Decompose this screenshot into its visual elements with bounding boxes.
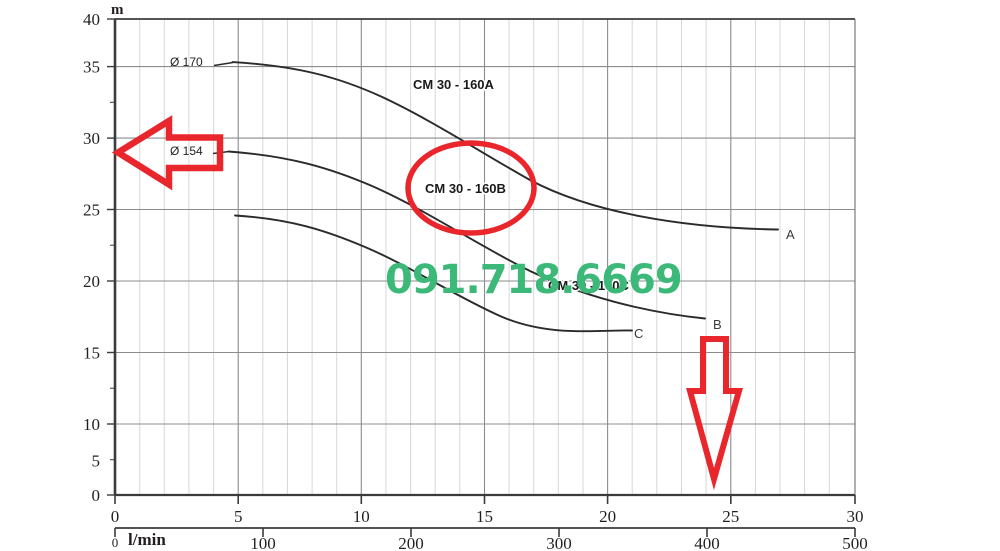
impeller-label-170: Ø 170 [170,55,203,69]
x-secondary-tick-400: 400 [694,534,720,551]
x-primary-tick-20: 20 [599,507,616,526]
curve-cm30-160b [227,150,706,320]
x-secondary-tick-300: 300 [546,534,572,551]
impeller-label-154: Ø 154 [170,144,203,158]
x-axis-secondary [114,527,856,537]
y-tick-label-25: 25 [83,201,100,220]
y-tick-label-0: 0 [92,486,101,505]
phone-number-overlay: 091.718.6669 [385,257,682,303]
x-secondary-tick-0: 0 [112,535,119,550]
arrow-left-annotation [111,115,224,191]
x-primary-tick-5: 5 [234,507,243,526]
curve-cm30-160a [231,61,779,231]
x-primary-tick-25: 25 [722,507,739,526]
x-secondary-tick-100: 100 [250,534,276,551]
curve-name-labels: CM 30 - 160A CM 30 - 160B CM 30 - 160C [411,75,631,294]
y-tick-label-20: 20 [83,272,100,291]
end-label-c: C [634,326,643,341]
y-tick-label-15: 15 [83,344,100,363]
curve-label-a: CM 30 - 160A [413,77,495,92]
x-secondary-unit-label: l/min [128,530,166,549]
x-primary-tick-30: 30 [847,507,864,526]
curve-label-b: CM 30 - 160B [425,181,506,196]
y-tick-label-40: 40 [83,10,100,29]
end-label-a: A [786,227,795,242]
x-primary-tick-10: 10 [353,507,370,526]
grid-minor-vertical [139,19,830,495]
y-axis-unit-label: m [111,2,124,18]
performance-curves [227,61,779,333]
x-primary-tick-0: 0 [111,507,120,526]
y-tick-label-35: 35 [83,58,100,77]
y-tick-label-30: 30 [83,129,100,148]
curve-cm30-160c [234,214,633,333]
curve-label-c: CM 30 - 160C [548,278,630,293]
x-secondary-tick-200: 200 [398,534,424,551]
y-tick-label-10: 10 [83,415,100,434]
end-label-b: B [713,317,722,332]
x-secondary-tick-500: 500 [842,534,868,551]
y-axis-minor-ticks [110,101,115,461]
highlight-ellipse-cm30-160b [405,140,537,236]
y-tick-label-5: 5 [92,452,101,471]
y-axis-ticks [107,18,115,496]
x-axis-primary-ticks [114,495,856,504]
x-primary-tick-15: 15 [476,507,493,526]
arrow-down-annotation [686,336,743,491]
